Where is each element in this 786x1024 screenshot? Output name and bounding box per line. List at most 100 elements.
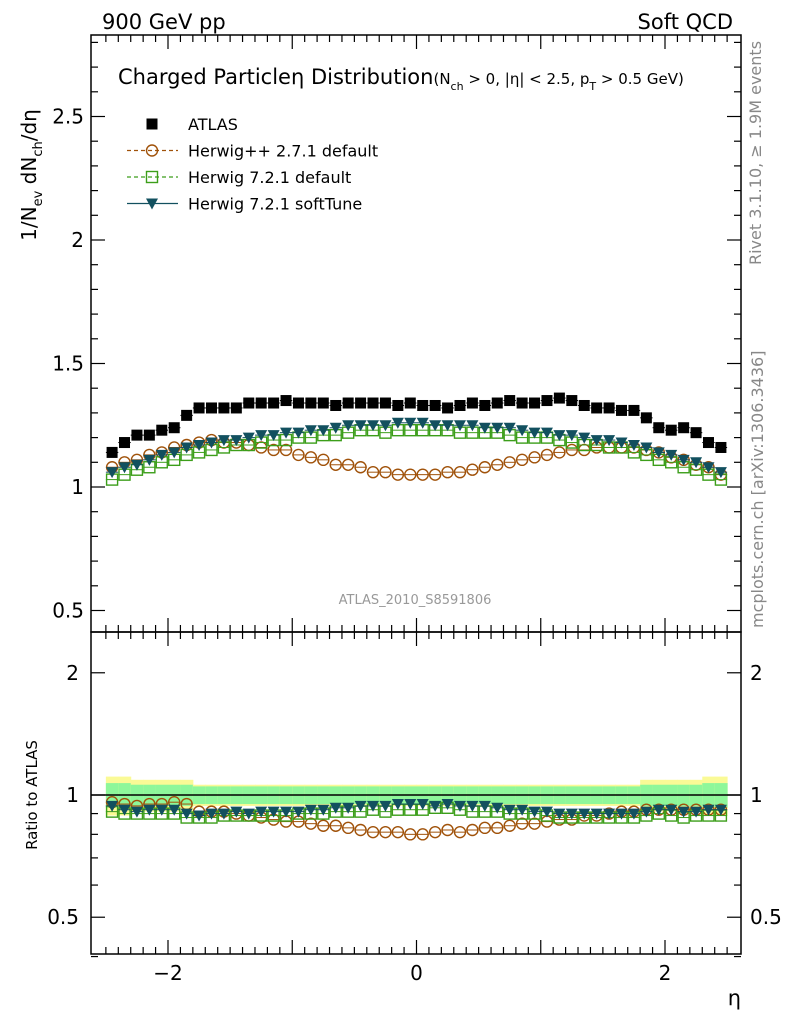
legend: ATLAS Herwig++ 2.7.1 default Herwig 7.2.1 …: [127, 115, 378, 214]
mainData-herwig-2-7-1-default-point: [453, 465, 467, 479]
ratioData-herwig-7-2-1-softtune-point: [317, 804, 330, 816]
ratioData-herwig-7-2-1-softtune-point: [267, 806, 280, 818]
mainData-herwig-7-2-1-softtune-point: [317, 425, 330, 437]
mainData-herwig-7-2-1-softtune-point: [180, 442, 193, 454]
ratioData-herwig-2-7-1-default-point: [478, 821, 492, 835]
ratio-ytick-label: 2: [66, 661, 79, 685]
ratioData-herwig-7-2-1-softtune-point: [255, 806, 268, 818]
legend-marker-herwig-7-2-1-softtune: [146, 198, 158, 210]
ratioData-herwig-2-7-1-default-point: [528, 817, 541, 830]
ratioData-herwig-2-7-1-default-point: [428, 825, 442, 839]
mainData-herwig-7-2-1-softtune-point: [205, 437, 218, 449]
mainData-atlas-point: [106, 446, 118, 458]
title-dist: Distribution: [304, 65, 433, 89]
header-right: Soft QCD: [638, 10, 733, 34]
mainData-atlas-point: [181, 409, 193, 421]
ratioData-herwig-2-7-1-default-point: [379, 825, 392, 839]
mainData-herwig-7-2-1-softtune-point: [304, 425, 317, 437]
mainData-atlas-point: [292, 397, 304, 409]
mainData-herwig-7-2-1-softtune-point: [615, 437, 628, 449]
ratio-ylabel: Ratio to ATLAS: [23, 740, 41, 850]
mainData-herwig-7-2-1-softtune-point: [714, 467, 727, 479]
ratioData-herwig-2-7-1-default-point: [391, 825, 405, 839]
mainData-herwig-7-2-1-softtune-point: [528, 427, 541, 439]
mainData-herwig-7-2-1-softtune-point: [491, 422, 504, 434]
mainData-herwig-2-7-1-default-point: [292, 448, 305, 462]
ratioData-herwig-7-2-1-softtune-point: [516, 804, 529, 816]
mainData-herwig-7-2-1-softtune-point: [466, 420, 479, 432]
ratioData-herwig-7-2-1-softtune-point: [155, 804, 168, 816]
mainData-herwig-7-2-1-softtune-point: [255, 430, 268, 442]
mainData-herwig-2-7-1-default-point: [366, 465, 380, 479]
ratioData-herwig-7-2-1-softtune-point: [528, 806, 541, 818]
mainData-herwig-7-2-1-softtune-point: [379, 420, 392, 432]
mainData-herwig-7-2-1-softtune-point: [118, 462, 131, 474]
main-ytick-label: 2: [71, 228, 84, 252]
ratioData-herwig-7-2-1-softtune-point: [503, 804, 516, 816]
ratioData-herwig-2-7-1-default-point: [341, 821, 355, 835]
mainData-herwig-2-7-1-default-point: [354, 461, 367, 474]
main-ylabel: 1/Nev dNch/dη: [17, 109, 46, 241]
mainData-atlas-point: [603, 402, 615, 414]
mainData-atlas-point: [690, 427, 702, 439]
mainData-atlas-point: [143, 429, 155, 441]
ratioData-herwig-7-2-1-softtune-point: [690, 806, 703, 818]
mainData-atlas-point: [454, 399, 466, 411]
mainData-atlas-point: [119, 437, 131, 449]
ratioData-herwig-7-2-1-softtune-point: [478, 800, 491, 812]
mainData-atlas-point: [479, 399, 491, 411]
mainData-herwig-7-2-1-softtune-point: [665, 449, 678, 461]
analysis-id: ATLAS_2010_S8591806: [339, 593, 492, 608]
mainData-herwig-7-2-1-softtune-point: [130, 459, 143, 471]
ratio-ytick-label-right: 0.5: [750, 905, 782, 929]
ratioData-herwig-2-7-1-default-point: [453, 825, 467, 839]
title-cuts-rest: > 0, |η| < 2.5, p: [464, 70, 590, 88]
mainData-herwig-7-2-1-softtune-point: [578, 432, 591, 444]
mainData-atlas-point: [305, 397, 317, 409]
mainData-atlas-point: [566, 395, 578, 407]
ratioData-herwig-7-2-1-softtune-point: [603, 808, 616, 820]
ratioData-herwig-7-2-1-softtune-point: [553, 808, 566, 820]
mainData-herwig-2-7-1-default-point: [466, 463, 479, 476]
mainData-herwig-7-2-1-softtune-point: [416, 417, 429, 429]
mainData-atlas-point: [702, 437, 714, 449]
legend-label-herwig-2-7-1-default: Herwig++ 2.7.1 default: [188, 142, 378, 161]
title-cuts-sub: ch: [451, 80, 464, 93]
mainData-herwig-2-7-1-default-point: [391, 468, 405, 481]
mainData-atlas-point: [616, 404, 628, 416]
mainData-atlas-point: [529, 397, 541, 409]
mainData-herwig-2-7-1-default-point: [491, 458, 504, 471]
mainData-herwig-7-2-1-softtune-point: [565, 430, 578, 442]
main-ytick-label: 2.5: [52, 105, 84, 129]
mainData-herwig-7-2-1-softtune-point: [106, 467, 119, 479]
mainData-atlas-point: [466, 397, 478, 409]
ratioData-herwig-7-2-1-softtune-point: [193, 810, 206, 822]
title-main: Charged Particle: [118, 65, 291, 89]
mainData-herwig-7-2-1-softtune-point: [354, 420, 367, 432]
mainData-atlas-point: [193, 402, 205, 414]
x-axis-label: η: [728, 986, 741, 1010]
mainData-herwig-7-2-1-softtune-point: [478, 422, 491, 434]
mainData-atlas-point: [156, 424, 168, 436]
mainData-herwig-7-2-1-softtune-point: [280, 427, 293, 439]
mainData-herwig-7-2-1-softtune-point: [516, 425, 529, 437]
mainData-herwig-7-2-1-softtune-point: [404, 417, 417, 429]
ratioData-herwig-7-2-1-softtune-point: [130, 806, 143, 818]
mainData-atlas-point: [230, 402, 242, 414]
mainData-herwig-7-2-1-softtune-point: [677, 454, 690, 466]
mainData-herwig-2-7-1-default-point: [317, 453, 330, 467]
ratioData-herwig-7-2-1-softtune-point: [180, 808, 193, 820]
mainData-atlas-point: [392, 399, 404, 411]
mainData-herwig-2-7-1-default-point: [329, 458, 342, 471]
ratioData-herwig-7-2-1-softtune-point: [540, 806, 553, 818]
ratio-plot-data: [105, 795, 728, 841]
mainData-atlas-point: [504, 395, 516, 407]
mainData-atlas-point: [715, 441, 727, 453]
mainData-atlas-point: [429, 399, 441, 411]
mainData-atlas-point: [342, 397, 354, 409]
ratio-ytick-label-right: 1: [750, 783, 763, 807]
ylabel-b: dN: [17, 157, 41, 191]
mainData-atlas-point: [491, 397, 503, 409]
ratioData-herwig-2-7-1-default-point: [304, 817, 318, 830]
xtick-label: 0: [410, 961, 423, 985]
